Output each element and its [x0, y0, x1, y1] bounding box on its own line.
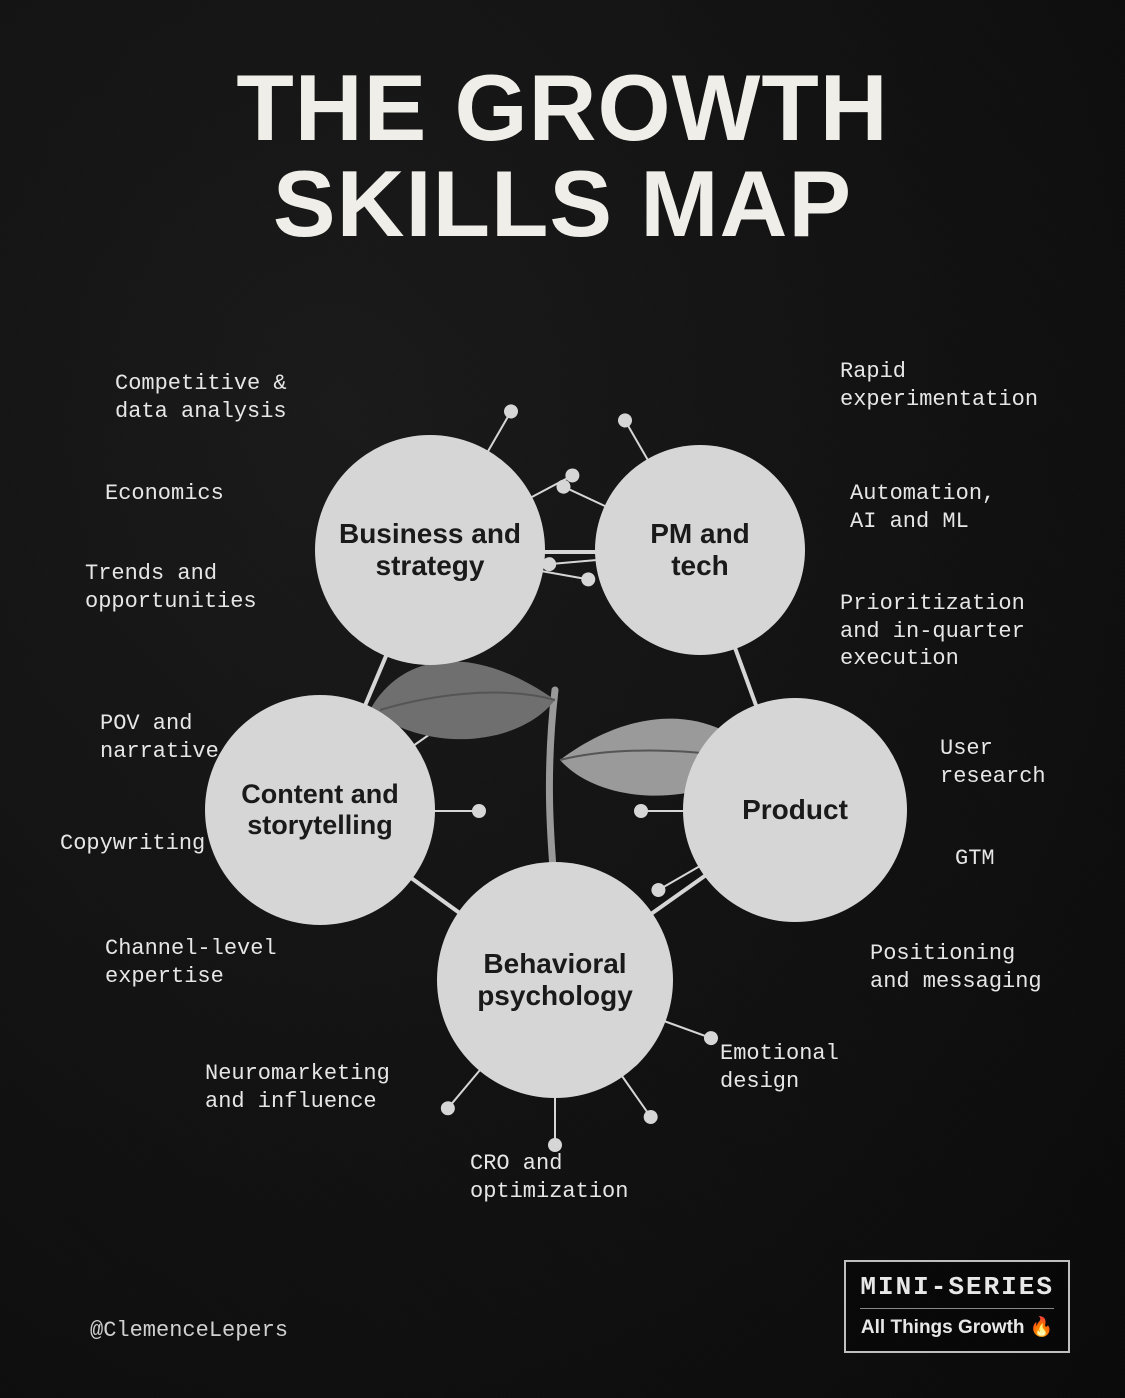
petal-product: Product — [683, 698, 907, 922]
skills-diagram: Business and strategyCompetitive & data … — [0, 340, 1125, 1240]
series-badge: MINI-SERIES All Things Growth 🔥 — [844, 1260, 1070, 1353]
petal-label: Product — [732, 794, 858, 826]
author-handle: @ClemenceLepers — [90, 1318, 288, 1343]
petal-label: Content and storytelling — [231, 779, 408, 841]
petal-label: Business and strategy — [329, 518, 531, 582]
petal-content: Content and storytelling — [205, 695, 435, 925]
petal-pmtech: PM and tech — [595, 445, 805, 655]
badge-line1: MINI-SERIES — [860, 1272, 1054, 1309]
page-title: THE GROWTH SKILLS MAP — [0, 60, 1125, 252]
petal-business: Business and strategy — [315, 435, 545, 665]
petal-behavioral: Behavioral psychology — [437, 862, 673, 1098]
petal-label: Behavioral psychology — [467, 948, 643, 1012]
badge-line2: All Things Growth 🔥 — [860, 1315, 1054, 1339]
plant-icon — [0, 340, 1125, 1240]
petal-label: PM and tech — [640, 518, 760, 582]
